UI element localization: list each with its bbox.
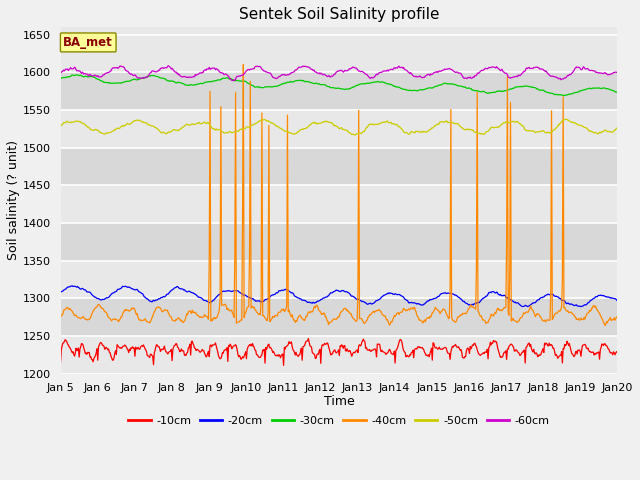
-20cm — [424, 298, 431, 304]
-20cm — [408, 300, 415, 305]
-60cm — [408, 72, 416, 77]
-10cm — [614, 349, 621, 355]
-30cm — [408, 88, 415, 94]
-40cm — [57, 314, 65, 320]
-40cm — [601, 323, 609, 328]
-10cm — [210, 342, 218, 348]
-60cm — [124, 69, 132, 74]
Bar — [61, 336, 618, 374]
-10cm — [424, 352, 432, 358]
Text: BA_met: BA_met — [63, 36, 113, 49]
-30cm — [125, 78, 132, 84]
-40cm — [67, 307, 74, 312]
-40cm — [210, 316, 218, 322]
Bar — [61, 185, 618, 223]
Title: Sentek Soil Salinity profile: Sentek Soil Salinity profile — [239, 7, 439, 22]
-50cm — [210, 126, 218, 132]
Bar — [61, 35, 618, 72]
-30cm — [561, 93, 568, 98]
Line: -50cm: -50cm — [61, 119, 618, 135]
-10cm — [180, 352, 188, 358]
Bar — [61, 299, 618, 336]
Bar — [61, 110, 618, 148]
-50cm — [562, 116, 570, 122]
Bar — [61, 223, 618, 261]
-20cm — [125, 284, 132, 290]
-60cm — [424, 72, 432, 77]
-50cm — [351, 132, 358, 138]
Bar — [61, 261, 618, 299]
-20cm — [211, 296, 218, 302]
-30cm — [57, 76, 65, 82]
-10cm — [280, 362, 287, 368]
Line: -30cm: -30cm — [61, 75, 618, 96]
Line: -60cm: -60cm — [61, 66, 618, 81]
-40cm — [408, 305, 415, 311]
-50cm — [180, 123, 188, 129]
-10cm — [124, 347, 132, 353]
-20cm — [57, 289, 65, 295]
-50cm — [614, 125, 621, 131]
-10cm — [408, 349, 416, 355]
Y-axis label: Soil salinity (? unit): Soil salinity (? unit) — [7, 141, 20, 261]
X-axis label: Time: Time — [324, 395, 355, 408]
-10cm — [57, 359, 65, 365]
Legend: -10cm, -20cm, -30cm, -40cm, -50cm, -60cm: -10cm, -20cm, -30cm, -40cm, -50cm, -60cm — [124, 411, 554, 431]
-50cm — [57, 123, 65, 129]
-20cm — [181, 288, 189, 294]
Line: -20cm: -20cm — [61, 286, 618, 307]
-60cm — [164, 63, 172, 69]
Bar — [61, 72, 618, 110]
-60cm — [211, 65, 218, 71]
-50cm — [424, 129, 431, 134]
-40cm — [424, 315, 431, 321]
-40cm — [124, 307, 132, 313]
-60cm — [228, 78, 236, 84]
Line: -40cm: -40cm — [61, 64, 618, 325]
-30cm — [614, 90, 621, 96]
-20cm — [577, 304, 585, 310]
-10cm — [67, 346, 74, 352]
-60cm — [614, 69, 621, 75]
-30cm — [67, 73, 74, 79]
-30cm — [181, 82, 189, 88]
-20cm — [68, 283, 76, 288]
-30cm — [211, 78, 218, 84]
-50cm — [124, 121, 132, 127]
Bar — [61, 148, 618, 185]
-20cm — [67, 283, 74, 289]
-30cm — [73, 72, 81, 78]
-50cm — [67, 119, 74, 125]
-40cm — [180, 318, 188, 324]
-60cm — [181, 74, 189, 80]
-30cm — [424, 85, 431, 91]
-10cm — [305, 336, 312, 341]
-20cm — [614, 298, 621, 304]
Line: -10cm: -10cm — [61, 338, 618, 365]
-60cm — [67, 65, 74, 71]
-40cm — [239, 61, 247, 67]
-40cm — [614, 313, 621, 319]
-50cm — [408, 129, 415, 134]
-60cm — [57, 70, 65, 76]
